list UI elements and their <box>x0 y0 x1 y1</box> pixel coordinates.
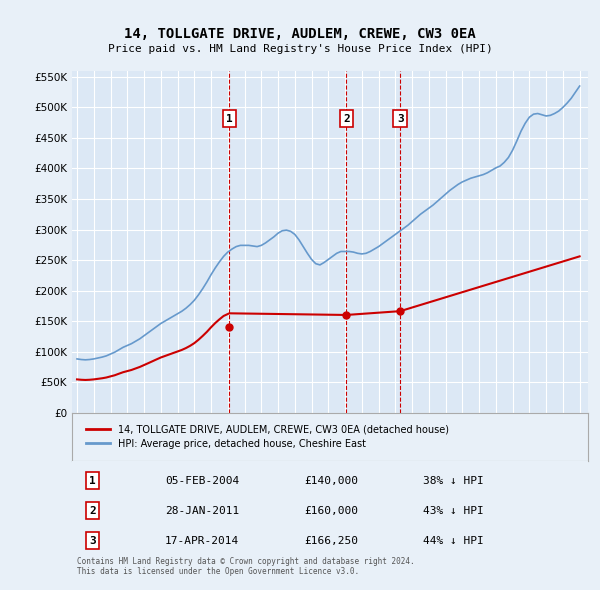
Text: 3: 3 <box>89 536 96 546</box>
Text: 3: 3 <box>397 114 404 124</box>
Text: £140,000: £140,000 <box>304 476 358 486</box>
Text: 17-APR-2014: 17-APR-2014 <box>165 536 239 546</box>
Text: 2: 2 <box>343 114 350 124</box>
Text: 43% ↓ HPI: 43% ↓ HPI <box>423 506 484 516</box>
Text: 05-FEB-2004: 05-FEB-2004 <box>165 476 239 486</box>
Text: 44% ↓ HPI: 44% ↓ HPI <box>423 536 484 546</box>
Text: £160,000: £160,000 <box>304 506 358 516</box>
Legend: 14, TOLLGATE DRIVE, AUDLEM, CREWE, CW3 0EA (detached house), HPI: Average price,: 14, TOLLGATE DRIVE, AUDLEM, CREWE, CW3 0… <box>82 421 453 453</box>
Text: 2: 2 <box>89 506 96 516</box>
Text: 14, TOLLGATE DRIVE, AUDLEM, CREWE, CW3 0EA: 14, TOLLGATE DRIVE, AUDLEM, CREWE, CW3 0… <box>124 27 476 41</box>
Text: Price paid vs. HM Land Registry's House Price Index (HPI): Price paid vs. HM Land Registry's House … <box>107 44 493 54</box>
Text: 1: 1 <box>226 114 233 124</box>
Text: £166,250: £166,250 <box>304 536 358 546</box>
Text: Contains HM Land Registry data © Crown copyright and database right 2024.
This d: Contains HM Land Registry data © Crown c… <box>77 557 415 576</box>
Text: 38% ↓ HPI: 38% ↓ HPI <box>423 476 484 486</box>
Text: 1: 1 <box>89 476 96 486</box>
Text: 28-JAN-2011: 28-JAN-2011 <box>165 506 239 516</box>
